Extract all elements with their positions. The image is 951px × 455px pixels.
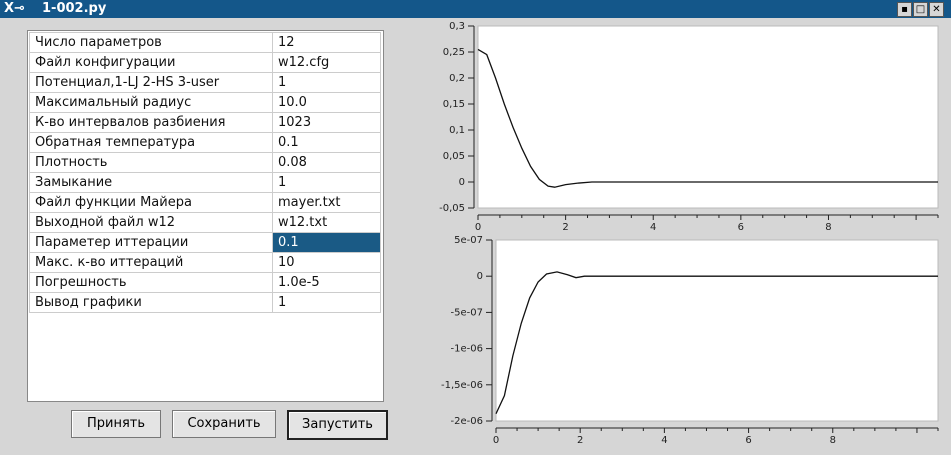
param-value[interactable]: w12.cfg	[272, 52, 381, 73]
table-row[interactable]: Вывод графики 1	[29, 292, 381, 313]
y-tick-label: 0,15	[443, 99, 465, 110]
table-row[interactable]: Параметер иттерации 0.1	[29, 232, 381, 253]
table-row[interactable]: Макс. к-во иттераций 10	[29, 252, 381, 273]
x-tick-label: 0	[475, 222, 481, 233]
table-row[interactable]: Файл функции Майера mayer.txt	[29, 192, 381, 213]
table-row[interactable]: Файл конфигурации w12.cfg	[29, 52, 381, 73]
window-title: 1-002.py	[42, 1, 107, 16]
param-label: Макс. к-во иттераций	[29, 252, 273, 273]
table-row[interactable]: Выходной файл w12 w12.txt	[29, 212, 381, 233]
param-label: Погрешность	[29, 272, 273, 293]
param-value[interactable]: 0.08	[272, 152, 381, 173]
y-tick-label: 0,3	[449, 21, 465, 32]
y-tick-label: -2e-06	[451, 416, 483, 427]
y-tick-label: 0,25	[443, 47, 465, 58]
chart-1: 0,3 0,25 0,2 0,15 0,1 0,05 0 -0,05 0 2 4 6 8	[439, 21, 939, 233]
x-tick-label: 8	[830, 435, 836, 446]
y-tick-label: -5e-07	[451, 307, 483, 318]
x-tick-label: 4	[661, 435, 667, 446]
param-value[interactable]: 1023	[272, 112, 381, 133]
parameters-table: Число параметров 12 Файл конфигурации w12.c…	[27, 30, 384, 402]
x-tick-label: 2	[562, 222, 568, 233]
y-tick-label: 0	[459, 177, 465, 188]
save-button[interactable]: Сохранить	[172, 410, 276, 438]
x-tick-label: 2	[577, 435, 583, 446]
param-value[interactable]: 10.0	[272, 92, 381, 113]
y-tick-label: -0,05	[439, 203, 465, 214]
x-tick-label: 6	[738, 222, 744, 233]
param-value[interactable]: 0.1	[272, 232, 381, 253]
series-line	[477, 48, 938, 188]
table-row[interactable]: Погрешность 1.0e-5	[29, 272, 381, 293]
plot-area	[477, 25, 939, 209]
x-tick-label: 8	[825, 222, 831, 233]
param-value[interactable]: 1	[272, 292, 381, 313]
y-tick-label: 0,05	[443, 151, 465, 162]
run-button[interactable]: Запустить	[287, 410, 388, 440]
maximize-icon[interactable]: □	[913, 2, 928, 17]
accept-button[interactable]: Принять	[71, 410, 161, 438]
plot-area	[495, 239, 939, 422]
y-tick-label: 5e-07	[454, 235, 483, 246]
y-tick-label: -1,5e-06	[441, 380, 483, 391]
chart-2: 5e-07 0 -5e-07 -1e-06 -1,5e-06 -2e-06 0 2 4 6 8	[441, 235, 939, 446]
x-window-icon[interactable]: X⊸	[4, 1, 25, 16]
x-tick-label: 0	[493, 435, 499, 446]
param-value[interactable]: 1.0e-5	[272, 272, 381, 293]
y-tick-label: 0,1	[449, 125, 465, 136]
param-value[interactable]: mayer.txt	[272, 192, 381, 213]
table-row[interactable]: Плотность 0.08	[29, 152, 381, 173]
x-tick-label: 4	[650, 222, 656, 233]
y-tick-label: 0	[477, 271, 483, 282]
param-label: Вывод графики	[29, 292, 273, 313]
minimize-icon[interactable]: ▪	[897, 2, 912, 17]
series-line	[495, 271, 938, 415]
y-tick-label: 0,2	[449, 73, 465, 84]
title-bar: X⊸ 1-002.py ▪ □ ✕	[0, 0, 951, 18]
y-tick-label: -1e-06	[451, 344, 483, 355]
x-tick-label: 6	[745, 435, 751, 446]
close-icon[interactable]: ✕	[929, 2, 944, 17]
